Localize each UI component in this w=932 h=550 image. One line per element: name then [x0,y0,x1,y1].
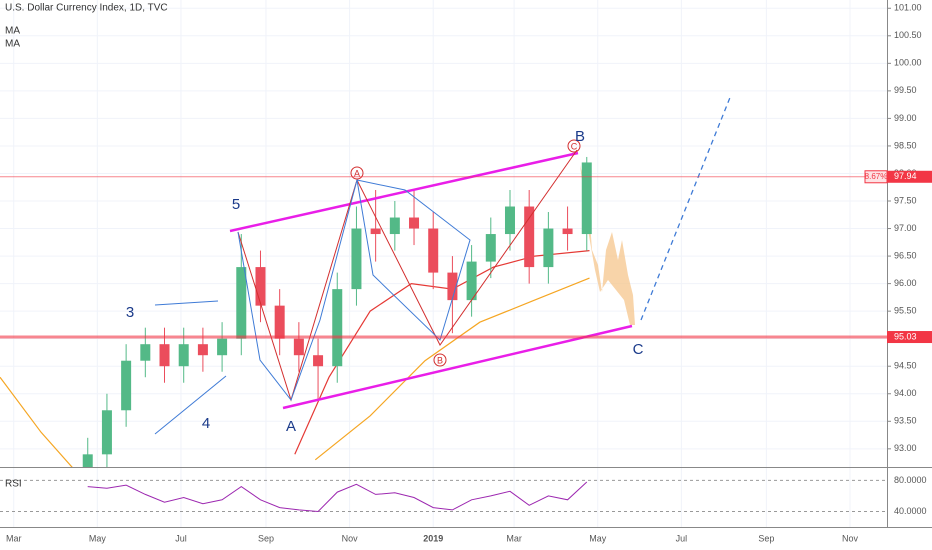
circle-a [350,166,364,180]
price-tag-label: 97.94 [894,171,917,181]
candle-body [197,344,208,356]
candle-body [389,217,400,235]
candle-body [581,162,592,235]
circle-label: B [437,355,443,365]
wave-label: 3 [126,304,134,321]
candle-body [543,228,554,268]
triangle-bottom [154,375,227,435]
candle-body [504,206,515,235]
candle-body [524,206,535,268]
candle-body [562,228,573,235]
candle-body [236,267,247,339]
moving-average [0,277,590,467]
triangle-top [154,300,219,306]
candle-body [159,344,170,367]
x-tick-label: May [89,533,107,543]
wave-label: 4 [202,415,210,432]
candle-body [293,338,304,356]
y-tick-label: 97.00 [894,223,917,233]
candle-body [140,344,151,361]
y-tick-label: 95.50 [894,306,917,316]
candle-body [485,234,496,262]
circle-c [567,139,581,153]
candle-body [409,217,420,229]
x-tick-label: Sep [258,533,274,543]
forecast-area [580,165,635,325]
candle-body [447,272,458,301]
y-tick-label: 96.00 [894,278,917,288]
y-tick-label: 101.00 [894,3,922,13]
projection-line [640,94,732,321]
candle-body [313,355,324,367]
wave-label: B [575,128,585,145]
wave-lines [237,149,578,402]
rsi-tick-label: 40.0000 [894,506,927,516]
candle-body [101,410,112,455]
wave-label: A [286,418,296,435]
rsi-tick-label: 80.0000 [894,475,927,485]
candle-body [351,228,362,290]
y-tick-label: 99.00 [894,113,917,123]
price-tag-label: 95.03 [894,331,917,341]
drawings [154,139,633,435]
chart-title: U.S. Dollar Currency Index, 1D, TVC [5,3,168,14]
x-tick-label: Nov [342,533,359,543]
change-tag [864,170,888,184]
candle-body [217,338,228,356]
circle-label: C [571,141,578,151]
y-tick-label: 100.50 [894,30,922,40]
y-tick-label: 93.00 [894,443,917,453]
indicator-label: MA [5,26,20,37]
candle-body [82,454,93,467]
rsi-line [87,481,588,513]
x-tick-label: May [589,533,607,543]
y-tick-label: 94.00 [894,388,917,398]
indicator-label: MA [5,39,20,50]
x-tick-label: Mar [506,533,522,543]
y-tick-label: 96.50 [894,250,917,260]
x-tick-label: Jul [676,533,688,543]
change-tag-label: 8.67% [865,172,888,181]
circle-b [433,353,447,367]
candle-body [255,267,266,306]
rsi-label: RSI [5,479,22,490]
y-tick-label: 100.00 [894,58,922,68]
y-tick-label: 93.50 [894,416,917,426]
x-tick-label: Sep [758,533,774,543]
channel-bottom [282,324,633,410]
y-tick-label: 97.50 [894,195,917,205]
wave-label: C [633,341,644,358]
pattern-lines [237,179,471,402]
y-tick-label: 98.50 [894,140,917,150]
x-tick-label: Jul [175,533,187,543]
candle-body [274,305,285,339]
candle-body [466,261,477,301]
grid [0,0,887,527]
circle-label: A [354,168,360,178]
candle-body [332,289,343,367]
price-tag [887,170,932,183]
candle-body [370,228,381,235]
price-tag [887,331,932,344]
x-tick-label: 2019 [423,533,443,543]
y-tick-label: 99.50 [894,85,917,95]
wave-label: 5 [232,196,240,213]
channel-top [229,151,579,233]
candle-body [121,360,132,411]
price-pane [0,156,592,467]
candle-body [428,228,439,273]
x-tick-label: Nov [842,533,859,543]
rsi-pane [87,481,588,513]
y-tick-label: 94.50 [894,361,917,371]
candle-body [178,344,189,367]
x-tick-label: Mar [6,533,22,543]
